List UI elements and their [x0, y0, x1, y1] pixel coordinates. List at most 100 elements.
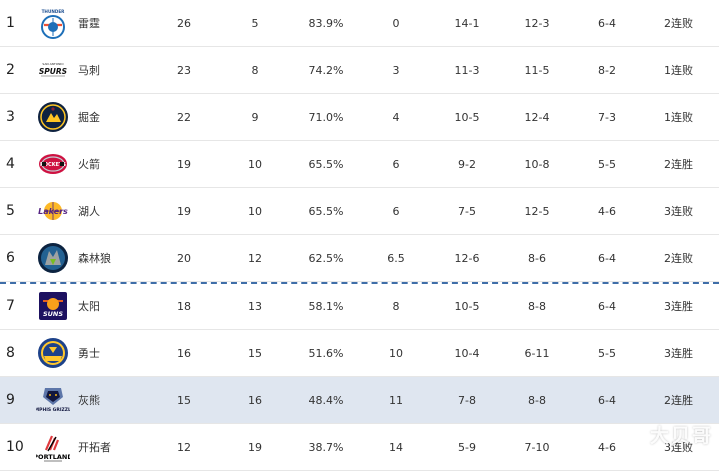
- games-behind-cell: 3: [392, 64, 400, 77]
- losses-cell: 9: [251, 111, 259, 124]
- wins-cell: 22: [177, 111, 191, 124]
- timberwolves-logo-icon: [36, 241, 70, 275]
- streak-cell: 2连败: [664, 252, 693, 265]
- wins-cell: 16: [177, 347, 191, 360]
- win-pct-cell: 51.6%: [308, 347, 344, 360]
- losses-cell: 15: [248, 347, 262, 360]
- away-record-cell: 11-5: [524, 64, 550, 77]
- games-behind-cell: 14: [389, 441, 403, 454]
- win-pct-cell: 58.1%: [308, 300, 344, 313]
- svg-text:SAN ANTONIO: SAN ANTONIO: [42, 62, 64, 66]
- team-name: 湖人: [78, 205, 100, 218]
- table-row[interactable]: 7 SUNS 太阳 18 13 58.1% 8 10-5 8-8 6-4 3连胜: [0, 283, 719, 330]
- logo-text: SPURS: [39, 67, 67, 76]
- last10-cell: 4-6: [598, 205, 616, 218]
- win-pct-cell: 71.0%: [308, 111, 344, 124]
- table-row[interactable]: 4 ROCKETS 火箭 19 10 65.5% 6 9-2 10-8 5-5 2连胜: [0, 141, 719, 188]
- win-pct-cell: 65.5%: [308, 205, 344, 218]
- home-record-cell: 10-4: [454, 347, 480, 360]
- rank-cell: 4: [6, 156, 15, 172]
- last10-cell: 7-3: [598, 111, 616, 124]
- rank-cell: 10: [6, 439, 24, 455]
- team-name: 太阳: [78, 300, 100, 313]
- losses-cell: 12: [248, 252, 262, 265]
- home-record-cell: 7-5: [458, 205, 476, 218]
- losses-cell: 8: [251, 64, 259, 77]
- table-row[interactable]: 10 PORTLAND 开拓者 12 19 38.7% 14 5-9 7-10 4-6 3连败: [0, 424, 719, 471]
- last10-cell: 6-4: [598, 394, 616, 407]
- losses-cell: 19: [248, 441, 262, 454]
- games-behind-cell: 8: [392, 300, 400, 313]
- games-behind-cell: 0: [392, 17, 400, 30]
- watermark: 大贝哥: [649, 425, 713, 447]
- losses-cell: 16: [248, 394, 262, 407]
- wins-cell: 19: [177, 205, 191, 218]
- win-pct-cell: 65.5%: [308, 158, 344, 171]
- wins-cell: 23: [177, 64, 191, 77]
- team-name: 勇士: [78, 347, 100, 360]
- rank-cell: 8: [6, 345, 15, 361]
- streak-cell: 3连败: [664, 205, 693, 218]
- rank-cell: 5: [6, 203, 15, 219]
- table-row[interactable]: 6 森林狼 20 12 62.5% 6.5 12-6 8-6 6-4 2连败: [0, 235, 719, 282]
- warriors-logo-icon: [36, 336, 70, 370]
- last10-cell: 8-2: [598, 64, 616, 77]
- away-record-cell: 8-8: [528, 300, 546, 313]
- away-record-cell: 8-6: [528, 252, 546, 265]
- away-record-cell: 12-4: [524, 111, 550, 124]
- team-name: 马刺: [78, 64, 100, 77]
- streak-cell: 2连胜: [664, 158, 693, 171]
- streak-cell: 3连胜: [664, 300, 693, 313]
- home-record-cell: 11-3: [454, 64, 480, 77]
- table-row[interactable]: 5 Lakers 湖人 19 10 65.5% 6 7-5 12-5 4-6 3连败: [0, 188, 719, 235]
- table-row[interactable]: 8 勇士 16 15 51.6% 10 10-4 6-11 5-5 3连胜: [0, 330, 719, 377]
- logo-text: THUNDER: [42, 9, 66, 14]
- logo-text: PORTLAND: [36, 453, 70, 461]
- away-record-cell: 12-3: [524, 17, 550, 30]
- home-record-cell: 10-5: [454, 111, 480, 124]
- streak-cell: 2连败: [664, 17, 693, 30]
- wins-cell: 18: [177, 300, 191, 313]
- wins-cell: 19: [177, 158, 191, 171]
- lakers-logo-icon: Lakers: [36, 194, 70, 228]
- rank-cell: 7: [6, 298, 15, 314]
- logo-text: MEMPHIS GRIZZLIES: [36, 407, 70, 413]
- losses-cell: 10: [248, 205, 262, 218]
- team-name: 森林狼: [78, 252, 111, 265]
- streak-cell: 1连败: [664, 111, 693, 124]
- rank-cell: 2: [6, 62, 15, 78]
- playoff-cutline: [0, 282, 719, 284]
- away-record-cell: 10-8: [524, 158, 550, 171]
- losses-cell: 10: [248, 158, 262, 171]
- games-behind-cell: 10: [389, 347, 403, 360]
- rank-cell: 1: [6, 15, 15, 31]
- away-record-cell: 7-10: [524, 441, 550, 454]
- table-row[interactable]: 1 THUNDER 雷霆 26 5 83.9% 0 14-1 12-3 6-4 2连败: [0, 0, 719, 47]
- games-behind-cell: 6: [392, 205, 400, 218]
- last10-cell: 4-6: [598, 441, 616, 454]
- home-record-cell: 10-5: [454, 300, 480, 313]
- games-behind-cell: 6: [392, 158, 400, 171]
- wins-cell: 20: [177, 252, 191, 265]
- thunder-logo-icon: THUNDER: [36, 6, 70, 40]
- games-behind-cell: 11: [389, 394, 403, 407]
- team-name: 雷霆: [78, 17, 100, 30]
- table-row[interactable]: 2 SAN ANTONIO SPURS 马刺 23 8 74.2% 3 11-3 11-5 8-2 1…: [0, 47, 719, 94]
- home-record-cell: 12-6: [454, 252, 480, 265]
- streak-cell: 1连败: [664, 64, 693, 77]
- logo-text: SUNS: [43, 310, 63, 318]
- spurs-logo-icon: SAN ANTONIO SPURS: [36, 53, 70, 87]
- rank-cell: 9: [6, 392, 15, 408]
- team-name: 开拓者: [78, 441, 111, 454]
- home-record-cell: 5-9: [458, 441, 476, 454]
- table-row[interactable]: 3 掘金 22 9 71.0% 4 10-5 12-4 7-3 1连败: [0, 94, 719, 141]
- table-row[interactable]: 9 MEMPHIS GRIZZLIES 灰熊 15 16 48.4% 11 7-8 8-8 6-4…: [0, 377, 719, 424]
- win-pct-cell: 74.2%: [308, 64, 344, 77]
- last10-cell: 6-4: [598, 300, 616, 313]
- nuggets-logo-icon: [36, 100, 70, 134]
- games-behind-cell: 4: [392, 111, 400, 124]
- wins-cell: 26: [177, 17, 191, 30]
- win-pct-cell: 48.4%: [308, 394, 344, 407]
- suns-logo-icon: SUNS: [36, 289, 70, 323]
- wins-cell: 12: [177, 441, 191, 454]
